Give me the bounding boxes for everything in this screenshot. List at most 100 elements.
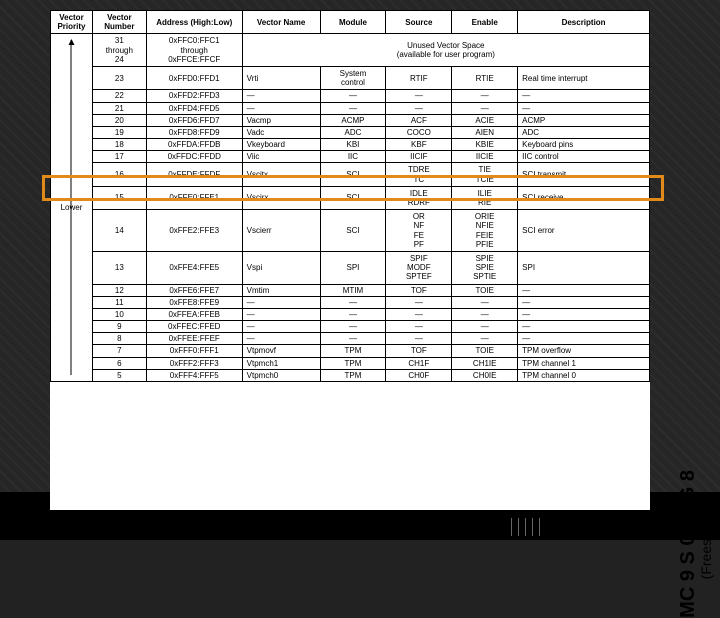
vector-number: 17 (92, 151, 146, 163)
source: TOF (386, 284, 452, 296)
vector-address: 0xFFF2:FFF3 (146, 357, 242, 369)
source: IICIF (386, 151, 452, 163)
vector-address: 0xFFEC:FFED (146, 321, 242, 333)
col-header: Vector Priority (51, 11, 93, 34)
vector-address: 0xFFD4:FFD5 (146, 102, 242, 114)
source: CH1F (386, 357, 452, 369)
vector-name: Vscirx (242, 186, 320, 209)
vector-number: 31through24 (92, 34, 146, 67)
description: SPI (518, 251, 650, 284)
module: KBI (320, 139, 386, 151)
table-row: 80xFFEE:FFEF————— (51, 333, 650, 345)
module: MTIM (320, 284, 386, 296)
enable: ORIENFIEFEIEPFIE (452, 210, 518, 252)
enable: SPIESPIESPTIE (452, 251, 518, 284)
module: SCI (320, 163, 386, 186)
decorative-ticks (511, 518, 540, 536)
module: — (320, 102, 386, 114)
enable: IICIE (452, 151, 518, 163)
table-row: 160xFFDE:FFDFVscitxSCITDRETCTIETCIESCI t… (51, 163, 650, 186)
description: TPM overflow (518, 345, 650, 357)
module: SCI (320, 186, 386, 209)
module: — (320, 308, 386, 320)
enable: — (452, 308, 518, 320)
vector-name: — (242, 296, 320, 308)
enable: CH1IE (452, 357, 518, 369)
table-row: 170xFFDC:FFDDViicIICIICIFIICIEIIC contro… (51, 151, 650, 163)
chip-vendor: (Freescale) (698, 470, 714, 618)
description: — (518, 284, 650, 296)
vector-number: 11 (92, 296, 146, 308)
module: ADC (320, 126, 386, 138)
description: SCI transmit (518, 163, 650, 186)
vector-name: Vadc (242, 126, 320, 138)
vector-address: 0xFFD6:FFD7 (146, 114, 242, 126)
description: — (518, 333, 650, 345)
vector-name: Viic (242, 151, 320, 163)
vector-name: Vmtim (242, 284, 320, 296)
vector-name: Vkeyboard (242, 139, 320, 151)
description: Real time interrupt (518, 66, 650, 89)
module: — (320, 321, 386, 333)
table-row: 140xFFE2:FFE3VscierrSCIORNFFEPFORIENFIEF… (51, 210, 650, 252)
source: IDLERDRF (386, 186, 452, 209)
description: — (518, 308, 650, 320)
source: RTIF (386, 66, 452, 89)
col-header: Vector Number (92, 11, 146, 34)
source: COCO (386, 126, 452, 138)
module: ACMP (320, 114, 386, 126)
table-row: 150xFFE0:FFE1VscirxSCIIDLERDRFILIERIESCI… (51, 186, 650, 209)
vector-number: 14 (92, 210, 146, 252)
table-row: 210xFFD4:FFD5————— (51, 102, 650, 114)
description: — (518, 90, 650, 102)
enable: AIEN (452, 126, 518, 138)
vector-name: Vspi (242, 251, 320, 284)
enable: KBIE (452, 139, 518, 151)
module: — (320, 296, 386, 308)
source: — (386, 102, 452, 114)
vector-name: Vscierr (242, 210, 320, 252)
table-row: 220xFFD2:FFD3————— (51, 90, 650, 102)
col-header: Module (320, 11, 386, 34)
enable: — (452, 296, 518, 308)
table-row: 100xFFEA:FFEB————— (51, 308, 650, 320)
vector-name: — (242, 102, 320, 114)
vector-address: 0xFFDC:FFDD (146, 151, 242, 163)
table-row: 130xFFE4:FFE5VspiSPISPIFMODFSPTEFSPIESPI… (51, 251, 650, 284)
col-header: Vector Name (242, 11, 320, 34)
col-header: Source (386, 11, 452, 34)
module: — (320, 333, 386, 345)
vector-name: Vtpmch1 (242, 357, 320, 369)
module: TPM (320, 345, 386, 357)
vector-name: — (242, 321, 320, 333)
module: TPM (320, 357, 386, 369)
vector-number: 19 (92, 126, 146, 138)
vector-number: 22 (92, 90, 146, 102)
description: TPM channel 1 (518, 357, 650, 369)
vector-name: Vacmp (242, 114, 320, 126)
module: — (320, 90, 386, 102)
vector-table-panel: Vector PriorityVector NumberAddress (Hig… (50, 10, 650, 510)
description: ACMP (518, 114, 650, 126)
module: TPM (320, 369, 386, 381)
vector-address: 0xFFDA:FFDB (146, 139, 242, 151)
vector-address: 0xFFE8:FFE9 (146, 296, 242, 308)
vector-number: 16 (92, 163, 146, 186)
source: CH0F (386, 369, 452, 381)
source: — (386, 296, 452, 308)
module: SPI (320, 251, 386, 284)
vector-number: 15 (92, 186, 146, 209)
enable: TOIE (452, 284, 518, 296)
vector-number: 9 (92, 321, 146, 333)
enable: ACIE (452, 114, 518, 126)
vector-address: 0xFFC0:FFC1through0xFFCE:FFCF (146, 34, 242, 67)
enable: — (452, 90, 518, 102)
vector-name: Vtpmch0 (242, 369, 320, 381)
enable: — (452, 321, 518, 333)
vector-name: Vrti (242, 66, 320, 89)
vector-address: 0xFFF0:FFF1 (146, 345, 242, 357)
source: — (386, 321, 452, 333)
table-row: 230xFFD0:FFD1VrtiSystemcontrolRTIFRTIERe… (51, 66, 650, 89)
description: TPM channel 0 (518, 369, 650, 381)
enable: CH0IE (452, 369, 518, 381)
